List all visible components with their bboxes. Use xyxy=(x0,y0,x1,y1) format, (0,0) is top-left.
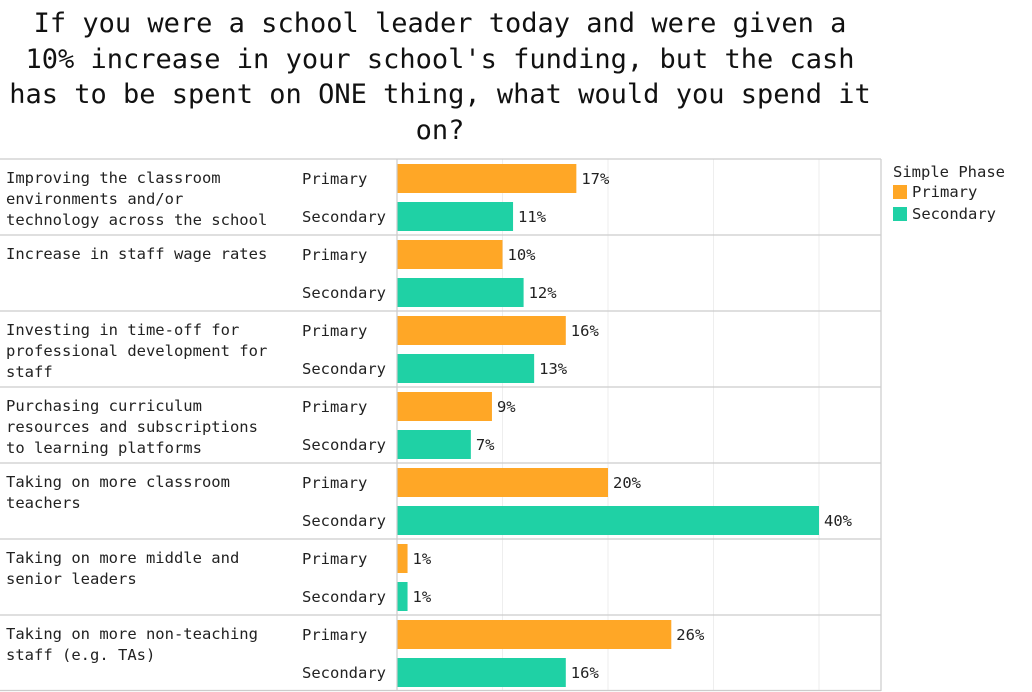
category-label: Investing in time-off for xyxy=(6,321,239,339)
legend-label: Primary xyxy=(912,183,978,201)
phase-label: Primary xyxy=(302,322,367,340)
category-label: senior leaders xyxy=(6,570,137,588)
data-label: 1% xyxy=(413,550,432,568)
legend-swatch xyxy=(893,185,907,199)
bar-primary xyxy=(397,164,577,193)
category-label: Purchasing curriculum xyxy=(6,397,202,415)
category-label: Improving the classroom xyxy=(6,169,221,187)
title-line: 10% increase in your school's funding, b… xyxy=(25,43,855,75)
category-label: environments and/or xyxy=(6,190,183,208)
data-label: 16% xyxy=(571,322,600,340)
phase-label: Primary xyxy=(302,246,367,264)
phase-label: Secondary xyxy=(302,360,386,378)
legend-swatch xyxy=(893,207,907,221)
data-label: 40% xyxy=(824,512,853,530)
bar-primary xyxy=(397,544,408,573)
bar-secondary xyxy=(397,202,514,231)
bar-secondary xyxy=(397,658,566,687)
bar-secondary xyxy=(397,506,819,535)
data-label: 11% xyxy=(518,208,547,226)
category-label: Taking on more non-teaching xyxy=(6,625,258,643)
legend-label: Secondary xyxy=(912,205,996,223)
legend-title: Simple Phase xyxy=(893,163,1005,181)
data-label: 20% xyxy=(613,474,642,492)
phase-label: Secondary xyxy=(302,208,386,226)
category-label: to learning platforms xyxy=(6,439,202,457)
data-label: 16% xyxy=(571,664,600,682)
phase-label: Primary xyxy=(302,626,367,644)
chart-title: If you were a school leader today and we… xyxy=(0,6,880,148)
category-label: Taking on more classroom xyxy=(6,473,230,491)
phase-label: Primary xyxy=(302,170,367,188)
category-label: staff (e.g. TAs) xyxy=(6,646,155,664)
title-line: on? xyxy=(415,114,465,146)
phase-label: Primary xyxy=(302,474,367,492)
bar-primary xyxy=(397,392,492,421)
phase-label: Secondary xyxy=(302,588,386,606)
phase-label: Secondary xyxy=(302,436,386,454)
phase-label: Secondary xyxy=(302,284,386,302)
data-label: 9% xyxy=(497,398,516,416)
bar-primary xyxy=(397,468,608,497)
bar-secondary xyxy=(397,430,471,459)
data-label: 10% xyxy=(508,246,537,264)
bar-primary xyxy=(397,316,566,345)
category-label: Taking on more middle and xyxy=(6,549,239,567)
category-label: staff xyxy=(6,363,53,381)
legend-item-primary: Primary xyxy=(893,181,1005,203)
data-label: 26% xyxy=(676,626,705,644)
data-label: 12% xyxy=(529,284,558,302)
category-label: resources and subscriptions xyxy=(6,418,258,436)
bar-primary xyxy=(397,240,503,269)
phase-label: Secondary xyxy=(302,512,386,530)
phase-label: Primary xyxy=(302,550,367,568)
data-label: 7% xyxy=(476,436,495,454)
data-label: 13% xyxy=(539,360,568,378)
bar-primary xyxy=(397,620,672,649)
bar-secondary xyxy=(397,278,524,307)
legend: Simple Phase Primary Secondary xyxy=(893,163,1005,225)
title-line: has to be spent on ONE thing, what would… xyxy=(9,79,871,110)
phase-label: Primary xyxy=(302,398,367,416)
phase-label: Secondary xyxy=(302,664,386,682)
bar-secondary xyxy=(397,354,535,383)
legend-item-secondary: Secondary xyxy=(893,203,1005,225)
category-label: technology across the school xyxy=(6,211,267,229)
category-label: Increase in staff wage rates xyxy=(6,245,267,263)
category-label: teachers xyxy=(6,494,81,512)
data-label: 1% xyxy=(413,588,432,606)
bar-secondary xyxy=(397,582,408,611)
title-line: If you were a school leader today and we… xyxy=(33,8,847,39)
category-label: professional development for xyxy=(6,342,267,360)
data-label: 17% xyxy=(581,170,610,188)
